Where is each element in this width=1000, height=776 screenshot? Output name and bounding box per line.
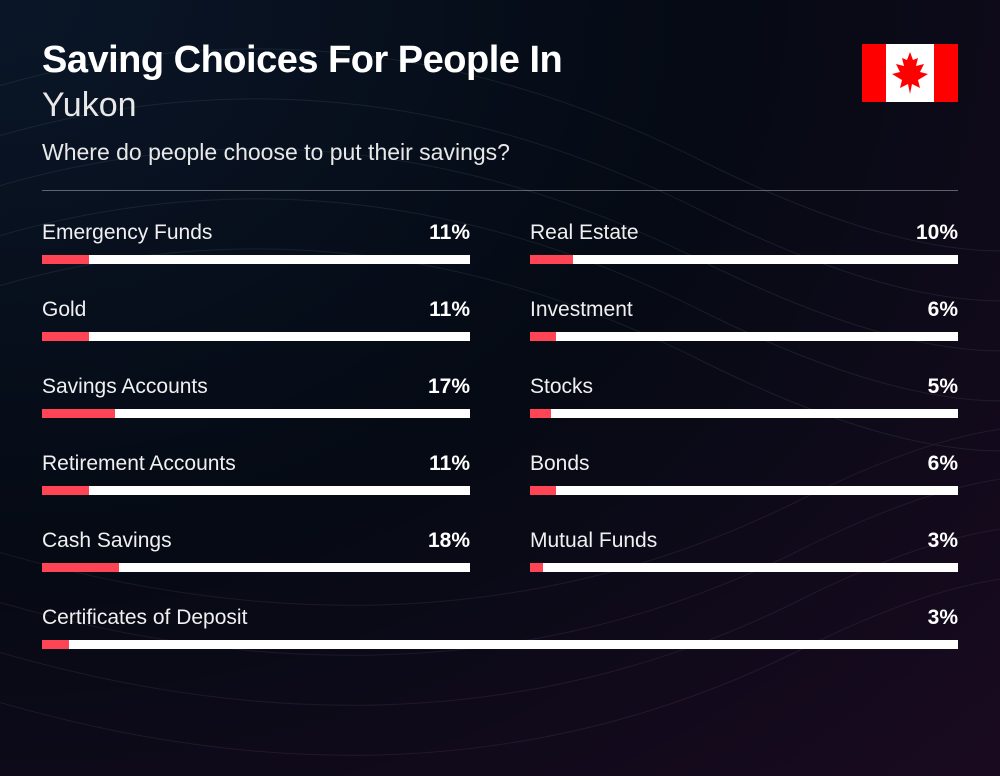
item-label: Bonds [530,452,590,476]
item-label: Real Estate [530,221,639,245]
item-label: Cash Savings [42,529,172,553]
item-value: 3% [928,606,958,630]
item-label: Mutual Funds [530,529,657,553]
bar-fill [42,255,89,264]
savings-item: Retirement Accounts 11% [42,452,470,495]
bar-track [42,255,470,264]
item-value: 6% [928,298,958,322]
item-value: 10% [916,221,958,245]
savings-item: Mutual Funds 3% [530,529,958,572]
divider [42,190,958,191]
bar-fill [530,409,551,418]
item-value: 18% [428,529,470,553]
bar-track [530,409,958,418]
item-label: Retirement Accounts [42,452,236,476]
savings-grid: Emergency Funds 11% Real Estate 10% Gold 11% I… [42,221,958,649]
bar-track [42,640,958,649]
region-name: Yukon [42,86,862,125]
item-value: 17% [428,375,470,399]
subtitle: Where do people choose to put their savi… [42,139,862,166]
header: Saving Choices For People In Yukon Where… [42,40,958,166]
bar-fill [42,332,89,341]
savings-item: Real Estate 10% [530,221,958,264]
bar-track [530,332,958,341]
item-value: 5% [928,375,958,399]
bar-track [530,255,958,264]
savings-item: Stocks 5% [530,375,958,418]
savings-item: Gold 11% [42,298,470,341]
canada-flag-icon [862,44,958,102]
item-value: 11% [429,221,470,245]
item-label: Investment [530,298,633,322]
bar-fill [42,486,89,495]
bar-track [530,563,958,572]
bar-track [530,486,958,495]
bar-track [42,409,470,418]
savings-item: Emergency Funds 11% [42,221,470,264]
item-label: Emergency Funds [42,221,212,245]
savings-item: Certificates of Deposit 3% [42,606,958,649]
bar-fill [530,332,556,341]
bar-fill [530,255,573,264]
item-label: Gold [42,298,86,322]
item-value: 3% [928,529,958,553]
savings-item: Cash Savings 18% [42,529,470,572]
bar-fill [42,409,115,418]
page-title: Saving Choices For People In [42,40,862,82]
bar-fill [530,486,556,495]
bar-track [42,563,470,572]
bar-fill [530,563,543,572]
item-label: Stocks [530,375,593,399]
item-value: 11% [429,452,470,476]
item-value: 6% [928,452,958,476]
item-value: 11% [429,298,470,322]
bar-track [42,486,470,495]
savings-item: Bonds 6% [530,452,958,495]
item-label: Certificates of Deposit [42,606,247,630]
bar-fill [42,563,119,572]
bar-track [42,332,470,341]
bar-fill [42,640,69,649]
savings-item: Savings Accounts 17% [42,375,470,418]
item-label: Savings Accounts [42,375,208,399]
savings-item: Investment 6% [530,298,958,341]
